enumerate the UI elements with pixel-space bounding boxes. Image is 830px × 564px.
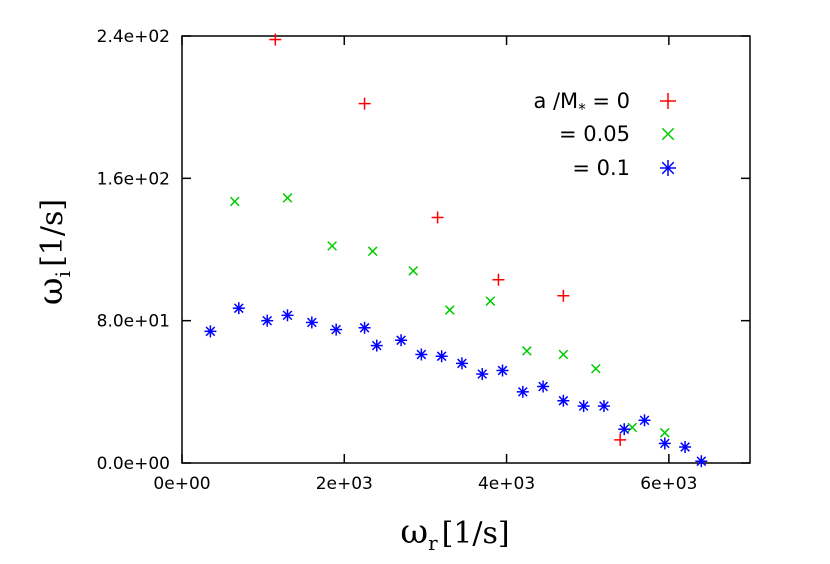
data-point [455, 357, 468, 370]
data-point [476, 368, 489, 381]
data-point [444, 305, 455, 315]
x-axis-unit: [1/s] [442, 516, 510, 551]
data-point [618, 423, 631, 436]
data-point [577, 400, 590, 413]
data-point [229, 196, 240, 207]
data-point [522, 346, 532, 356]
data-point [327, 241, 337, 251]
plot-frame [181, 35, 751, 464]
data-point [496, 364, 509, 377]
x-axis-title: ωr [1/s] [400, 512, 509, 555]
y-axis-unit: [1/s] [35, 199, 70, 267]
x-axis-symbol: ω [400, 512, 428, 552]
legend-label-main: = 0.1 [572, 156, 630, 180]
data-point [232, 302, 245, 315]
data-point [415, 348, 428, 361]
data-point [557, 289, 570, 302]
data-point [408, 265, 419, 276]
legend-marker [661, 127, 675, 141]
legend-label: = 0.05 [559, 122, 630, 146]
x-axis-subscript: r [428, 531, 438, 555]
data-point [261, 314, 274, 327]
data-point [695, 455, 708, 468]
data-point [627, 422, 638, 433]
data-point [590, 363, 601, 374]
data-point [282, 193, 293, 203]
series-cross [229, 193, 670, 438]
data-point [395, 334, 408, 347]
series-star [204, 302, 708, 468]
data-point [367, 246, 378, 257]
data-point [638, 414, 651, 427]
data-point [658, 437, 671, 450]
legend-label: = 0.1 [572, 156, 630, 180]
y-axis-subscript: i [51, 271, 75, 277]
data-point [281, 309, 294, 322]
y-tick-label: 1.6e+02 [97, 169, 170, 189]
data-point [358, 321, 371, 334]
axes [181, 35, 751, 464]
axis-ticks: 0e+00 2e+03 4e+03 6e+03 0.0e+00 8.0e+01 1.6e+0… [97, 27, 750, 494]
x-tick-label: 4e+03 [478, 474, 535, 494]
data-points [204, 33, 708, 468]
data-point [204, 325, 217, 338]
legend-label-subscript: * [578, 100, 586, 118]
data-point [679, 440, 692, 453]
data-point [485, 296, 496, 306]
data-point [492, 273, 505, 286]
series-plus [269, 33, 627, 446]
data-point [597, 400, 610, 413]
x-tick-label: 6e+03 [640, 474, 697, 494]
data-point [269, 33, 282, 46]
x-tick-label: 2e+03 [316, 474, 373, 494]
data-point [330, 323, 343, 336]
data-point [558, 349, 569, 360]
data-point [516, 385, 529, 398]
y-axis-title: ωi [1/s] [31, 199, 75, 305]
data-point [358, 97, 371, 110]
legend-label-main: = 0.05 [559, 122, 630, 146]
y-tick-label: 8.0e+01 [97, 312, 170, 332]
legend-marker [660, 160, 676, 176]
legend-marker [660, 93, 676, 109]
legend-label-suffix: = 0 [586, 89, 630, 113]
data-point [431, 211, 444, 224]
data-point [537, 380, 550, 393]
legend-label-main: a /M [533, 89, 578, 113]
legend: a /M* = 0 = 0.05 = 0.1 [533, 89, 676, 180]
data-point [435, 350, 448, 363]
y-axis-symbol: ω [31, 277, 71, 305]
y-tick-label: 2.4e+02 [97, 27, 170, 47]
legend-label: a /M* = 0 [533, 89, 630, 118]
data-point [557, 394, 570, 407]
data-point [614, 433, 627, 446]
x-tick-label: 0e+00 [153, 474, 210, 494]
y-tick-label: 0.0e+00 [97, 454, 170, 474]
data-point [659, 427, 670, 438]
data-point [305, 316, 318, 329]
data-point [370, 339, 383, 352]
